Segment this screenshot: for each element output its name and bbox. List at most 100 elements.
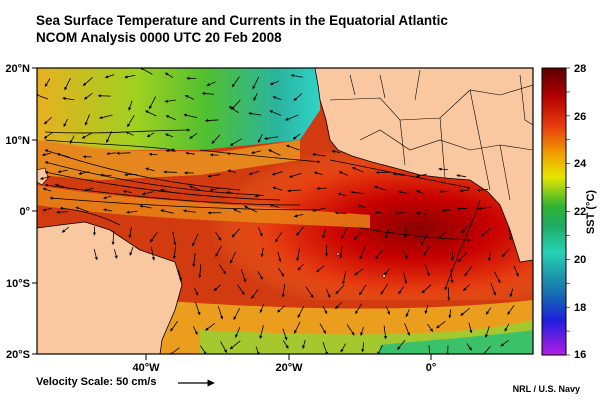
current-vector bbox=[164, 99, 176, 103]
current-vector bbox=[398, 190, 410, 195]
map-area bbox=[37, 68, 533, 354]
current-vector bbox=[145, 110, 157, 117]
current-vector bbox=[285, 114, 299, 121]
current-vector bbox=[233, 307, 241, 320]
current-vector bbox=[165, 115, 176, 121]
current-vector bbox=[75, 206, 89, 213]
current-vector bbox=[193, 287, 199, 296]
current-vector bbox=[103, 195, 112, 200]
current-vector bbox=[331, 149, 341, 154]
current-vector bbox=[507, 305, 515, 315]
current-vector bbox=[253, 93, 258, 101]
current-vector bbox=[289, 173, 302, 178]
current-vector bbox=[248, 112, 262, 116]
current-vector bbox=[442, 208, 452, 212]
current-vector bbox=[150, 231, 158, 243]
current-vector bbox=[81, 132, 93, 139]
current-vector bbox=[269, 110, 282, 116]
current-vector bbox=[272, 186, 283, 191]
current-vector bbox=[277, 251, 282, 263]
current-vector bbox=[490, 282, 496, 296]
current-vector bbox=[464, 265, 473, 277]
current-vector bbox=[257, 134, 263, 143]
current-vector bbox=[504, 323, 510, 332]
current-vector bbox=[148, 96, 157, 110]
current-vector bbox=[148, 152, 158, 156]
current-vector bbox=[125, 131, 134, 136]
current-vector bbox=[64, 77, 71, 91]
current-vector bbox=[205, 118, 219, 123]
current-vector bbox=[487, 251, 492, 261]
current-vector bbox=[295, 226, 304, 236]
current-vector bbox=[209, 187, 220, 192]
current-vector bbox=[106, 151, 117, 156]
north-sea-band bbox=[37, 68, 320, 150]
current-vector bbox=[205, 322, 216, 331]
current-vector bbox=[231, 228, 240, 238]
current-vector bbox=[165, 133, 174, 138]
current-vector bbox=[448, 309, 452, 319]
current-vector bbox=[128, 100, 133, 111]
current-vector bbox=[354, 268, 364, 276]
current-vector bbox=[297, 263, 304, 271]
current-vector bbox=[128, 227, 132, 239]
current-vector bbox=[114, 249, 118, 259]
current-vector bbox=[477, 206, 492, 211]
current-vector bbox=[257, 271, 263, 280]
current-vector bbox=[272, 96, 282, 101]
current-vector bbox=[402, 271, 408, 284]
current-vector bbox=[322, 342, 328, 354]
current-vector bbox=[437, 232, 446, 239]
current-vector bbox=[274, 231, 283, 243]
current-vector bbox=[485, 307, 492, 315]
current-vector bbox=[235, 326, 241, 338]
current-vector bbox=[206, 81, 216, 87]
lon-label: 40°W bbox=[132, 362, 160, 374]
current-vector bbox=[201, 91, 215, 96]
current-vector bbox=[41, 152, 51, 157]
axis-ticks bbox=[32, 67, 432, 360]
current-vector bbox=[251, 289, 259, 299]
current-vector bbox=[480, 228, 492, 237]
current-vector bbox=[192, 252, 196, 267]
lat-label: 10°S bbox=[6, 278, 30, 290]
current-vector bbox=[268, 149, 281, 156]
current-vector bbox=[44, 116, 53, 125]
current-vector bbox=[360, 327, 364, 336]
current-vector bbox=[420, 233, 429, 246]
current-vector bbox=[305, 286, 314, 298]
current-vector bbox=[508, 228, 512, 241]
current-vector bbox=[282, 328, 288, 341]
current-vector bbox=[312, 207, 326, 212]
current-vector bbox=[342, 271, 347, 285]
current-vector bbox=[423, 245, 430, 256]
current-vector bbox=[218, 264, 227, 275]
title-line-1: Sea Surface Temperature and Currents in … bbox=[36, 13, 448, 28]
current-vector bbox=[260, 247, 264, 258]
current-vector bbox=[346, 324, 355, 336]
chart-title: Sea Surface Temperature and Currents in … bbox=[36, 12, 448, 46]
current-vector bbox=[44, 78, 51, 87]
current-vector bbox=[252, 76, 260, 90]
current-vector bbox=[292, 133, 301, 140]
current-vector bbox=[281, 283, 286, 298]
current-vector bbox=[164, 72, 174, 78]
current-vector bbox=[468, 322, 473, 334]
current-vector bbox=[62, 96, 75, 101]
current-vector bbox=[93, 248, 98, 261]
current-vector bbox=[277, 267, 285, 277]
current-vector bbox=[163, 170, 177, 174]
current-vector bbox=[213, 284, 221, 292]
current-vector bbox=[424, 304, 429, 315]
current-vector bbox=[189, 132, 198, 139]
current-vector bbox=[237, 284, 245, 295]
current-vector bbox=[124, 74, 136, 79]
current-vector bbox=[122, 189, 132, 194]
current-vector bbox=[494, 271, 501, 283]
current-vector bbox=[142, 191, 154, 196]
current-vector bbox=[160, 209, 174, 214]
current-vector bbox=[438, 167, 449, 171]
current-vector bbox=[84, 92, 93, 100]
current-vector bbox=[293, 213, 304, 218]
current-vector bbox=[428, 345, 430, 354]
